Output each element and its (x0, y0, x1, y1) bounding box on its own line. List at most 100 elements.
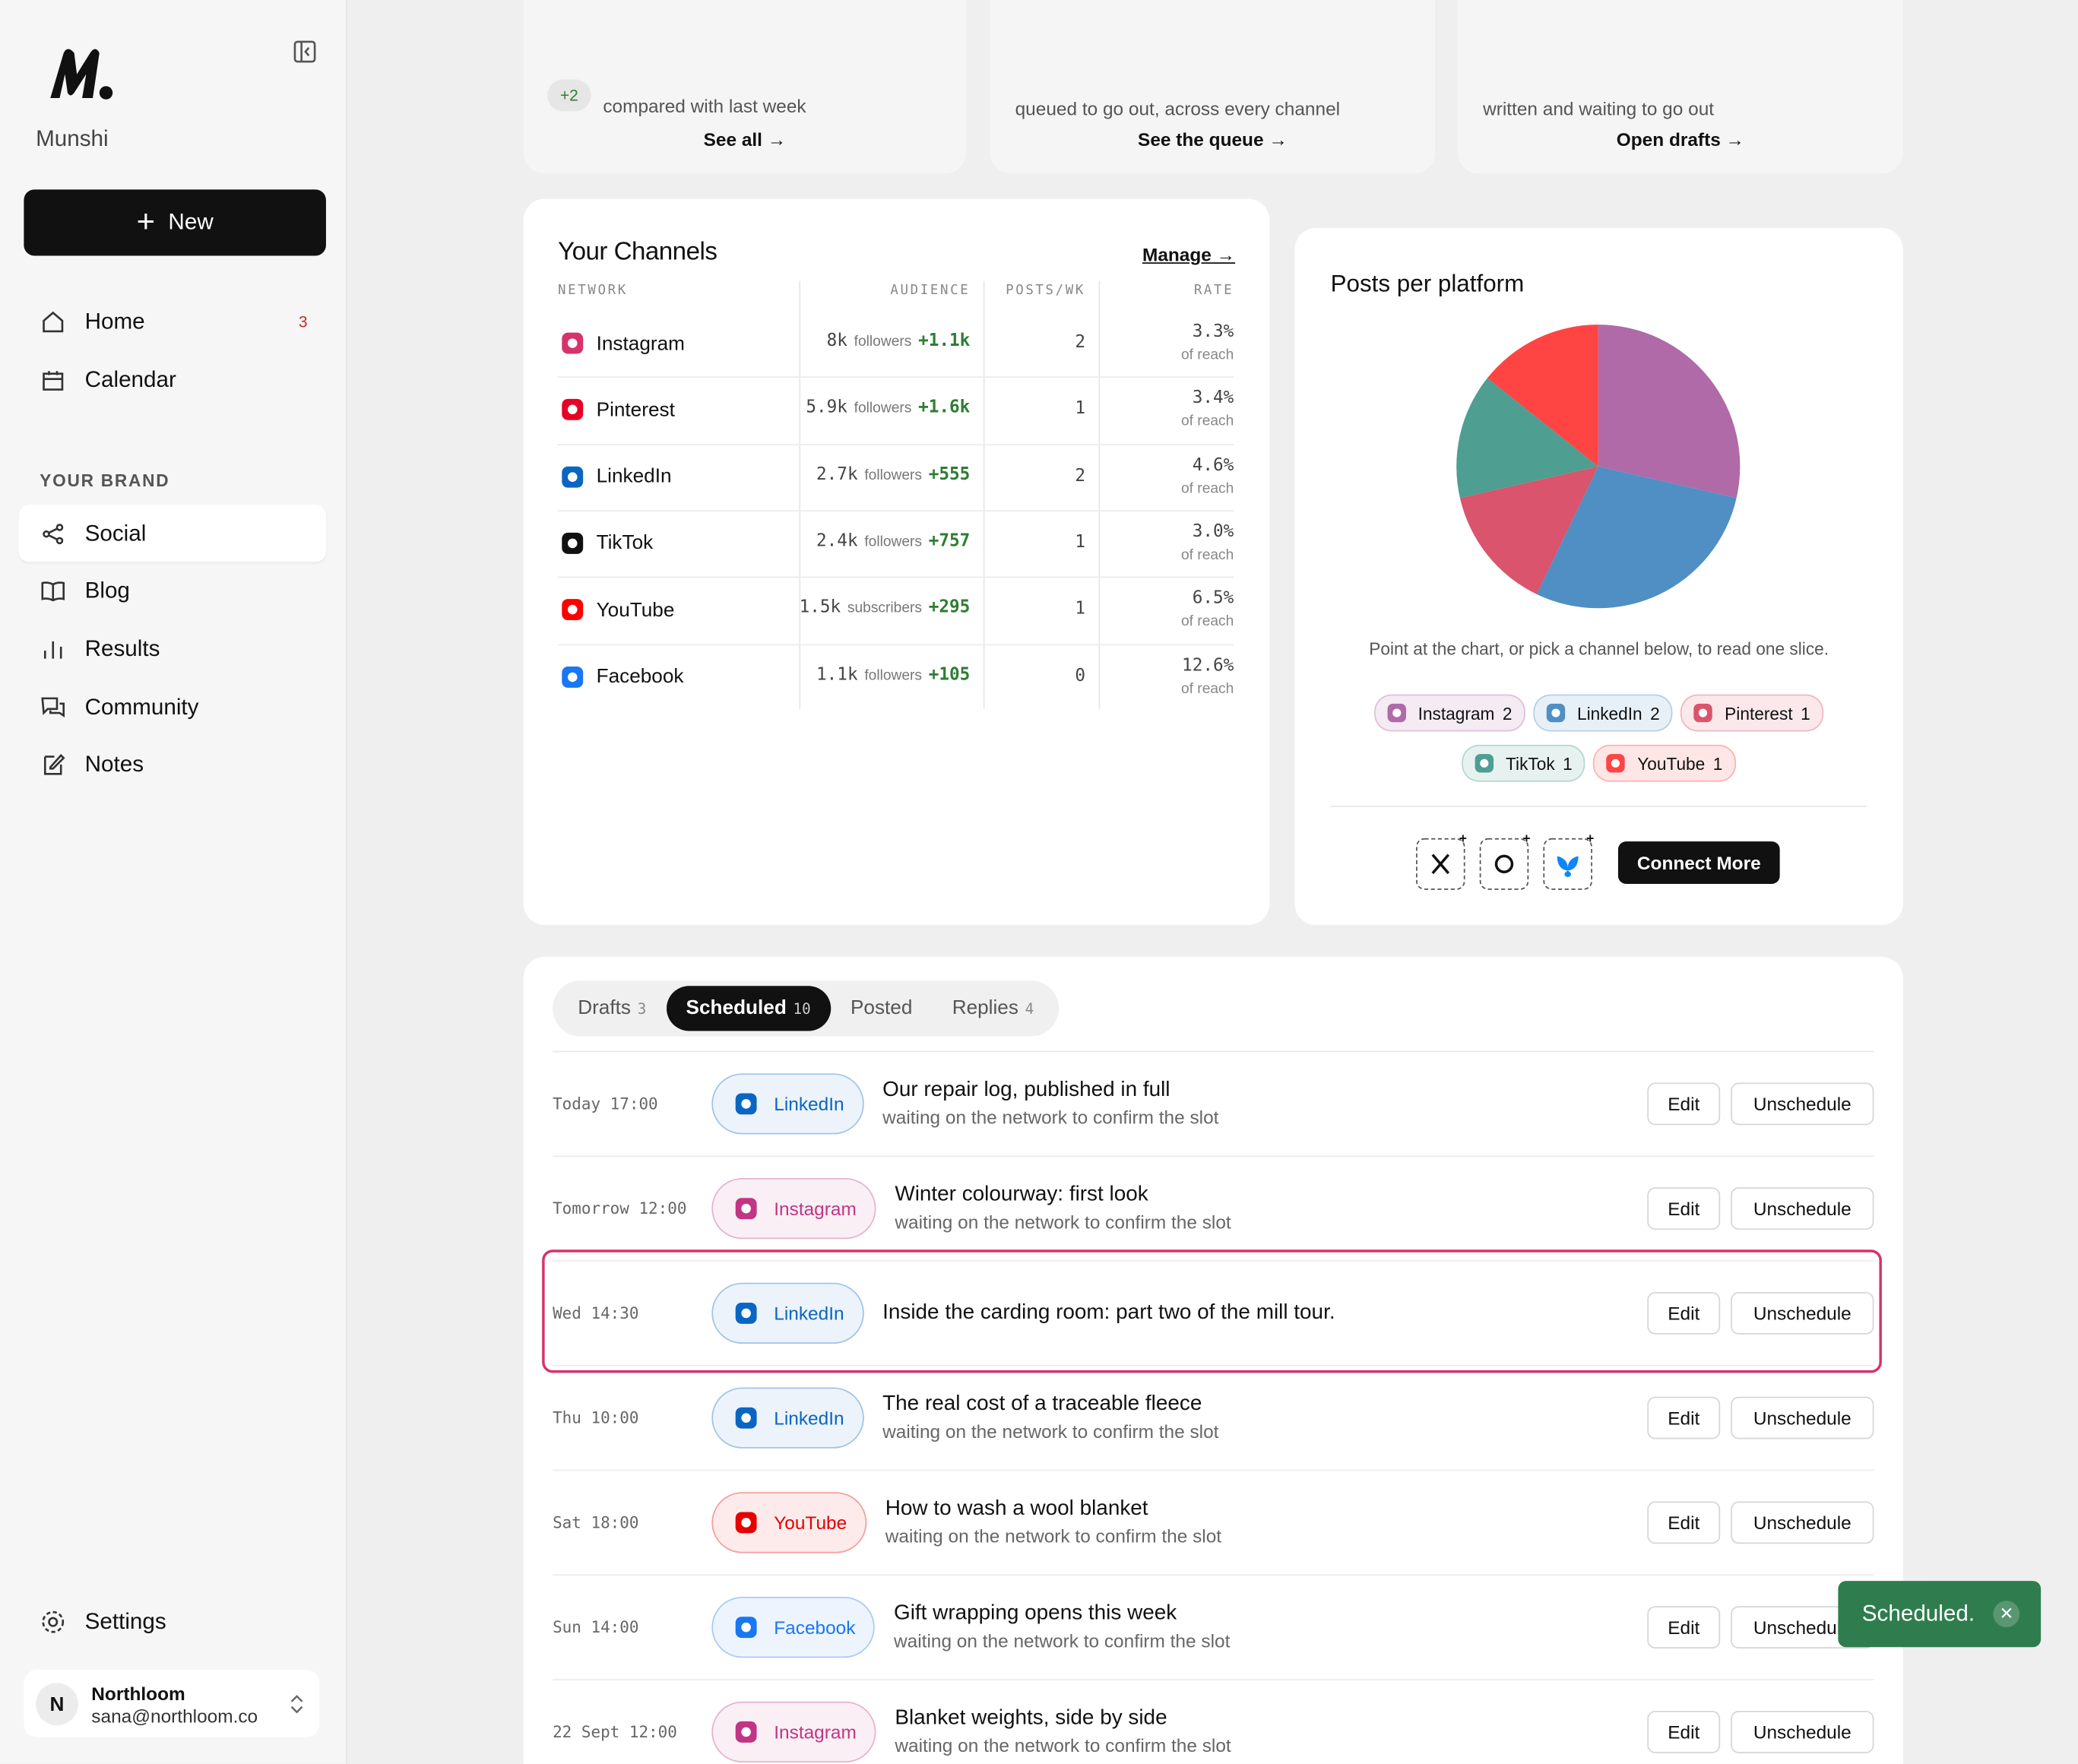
rate: 6.5% (1192, 588, 1234, 609)
toast-close[interactable]: ✕ (1993, 1601, 2020, 1628)
rate: 12.6% (1182, 655, 1234, 676)
pie-slice[interactable] (1536, 466, 1737, 609)
nav-label: Calendar (84, 366, 176, 392)
account-card[interactable]: N Northloom sana@northloom.co (24, 1669, 320, 1737)
summary-link[interactable]: See the queue → (1138, 128, 1288, 150)
legend-pill[interactable]: Instagram 2 (1374, 694, 1525, 732)
unschedule-button[interactable]: Unschedule (1731, 1291, 1874, 1334)
pie-slice[interactable] (1487, 325, 1598, 467)
nav-item[interactable]: Blog (18, 562, 326, 619)
pie-slice[interactable] (1598, 325, 1741, 499)
rate: 3.4% (1192, 388, 1234, 409)
summary-link[interactable]: See all → (703, 128, 787, 150)
tab[interactable]: Scheduled 10 (666, 986, 831, 1031)
tab-count: 3 (637, 1000, 647, 1018)
nav-item[interactable]: Results (18, 621, 326, 678)
chevron-icon (290, 1695, 303, 1714)
nav-item[interactable]: Notes (18, 736, 326, 793)
nav-label: Results (84, 635, 160, 661)
unschedule-button[interactable]: Unschedule (1731, 1186, 1874, 1230)
avatar: N (36, 1683, 78, 1726)
chart-hint: Point at the chart, or pick a channel be… (1369, 638, 1829, 659)
tab-label: Drafts (578, 996, 631, 1019)
pie-chart[interactable] (1440, 309, 1756, 624)
nav-item[interactable]: Home 3 (18, 293, 326, 350)
edit-button[interactable]: Edit (1647, 1500, 1721, 1544)
edit-button[interactable]: Edit (1647, 1082, 1721, 1125)
icon-shape (43, 523, 64, 544)
edit-button[interactable]: Edit (1647, 1710, 1721, 1753)
summary-text: queued to go out, across every channel (1015, 98, 1341, 119)
nav-item[interactable]: Calendar (18, 351, 326, 408)
pie-slice[interactable] (1456, 378, 1598, 499)
row-divider (553, 1574, 1874, 1576)
connect-button[interactable]: Connect More (1617, 841, 1780, 884)
post-text: Blanket weights, side by side waiting on … (895, 1707, 1647, 1756)
settings-link[interactable]: Settings (18, 1593, 326, 1650)
network-pill: YouTube (711, 1491, 867, 1553)
post-title: Winter colourway: first look (895, 1183, 1148, 1206)
network-icon (1387, 703, 1406, 723)
toast-text: Scheduled. (1861, 1601, 1975, 1626)
new-button[interactable]: + New (24, 189, 326, 256)
unschedule-button[interactable]: Unschedule (1731, 1395, 1874, 1439)
scheduled-time: Thu 10:00 (553, 1408, 639, 1427)
manage-link[interactable]: Manage → (1142, 243, 1236, 265)
network-icon (562, 399, 584, 421)
network-icon (562, 666, 584, 688)
nav-item[interactable]: Community (18, 679, 326, 736)
network-icon (562, 599, 584, 621)
nav-icon (41, 696, 65, 717)
legend-pill[interactable]: LinkedIn 2 (1533, 694, 1674, 732)
edit-button[interactable]: Edit (1647, 1605, 1721, 1648)
rate-note: of reach (1180, 613, 1234, 630)
edit-button[interactable]: Edit (1647, 1291, 1721, 1334)
icon-shape (43, 641, 62, 659)
growth: +1.1k (918, 331, 971, 352)
row-divider (558, 510, 1234, 511)
tab[interactable]: Replies 4 (933, 986, 1054, 1031)
post-title: Inside the carding room: part two of the… (882, 1300, 1335, 1323)
unschedule-button[interactable]: Unschedule (1731, 1082, 1874, 1125)
pie-slice[interactable] (1459, 466, 1598, 594)
network-pill: Instagram (711, 1177, 876, 1239)
icon-dot (567, 338, 578, 348)
tab-label: Replies (952, 996, 1018, 1019)
network-cell: LinkedIn (561, 462, 672, 491)
connect-icons[interactable]: + + + (1414, 834, 1599, 893)
new-label: New (168, 209, 214, 235)
unschedule-button[interactable]: Unschedule (1731, 1500, 1874, 1544)
network-cell: YouTube (561, 595, 674, 624)
audience-unit: subscribers (847, 600, 923, 617)
tab[interactable]: Posted (831, 986, 933, 1031)
network-pill: LinkedIn (711, 1072, 864, 1134)
audience: 5.9k (806, 397, 847, 418)
unschedule-button[interactable]: Unschedule (1731, 1710, 1874, 1753)
growth: +295 (928, 597, 971, 618)
collapse-icon[interactable] (293, 40, 316, 63)
legend-count: 1 (1563, 753, 1573, 774)
network-label: Instagram (774, 1197, 857, 1219)
icon-shape (43, 310, 64, 332)
post-status: waiting on the network to confirm the sl… (885, 1525, 1222, 1547)
legend-pill[interactable]: Pinterest 1 (1680, 694, 1824, 732)
column-header: POSTS/WK (1006, 283, 1086, 299)
queue-row: Tomorrow 12:00 Instagram Winter colourway:… (553, 1155, 1874, 1260)
column-divider (1098, 280, 1101, 709)
post-title: Our repair log, published in full (882, 1078, 1170, 1101)
legend-pill[interactable]: TikTok 1 (1462, 744, 1586, 782)
network-cell: Pinterest (561, 395, 675, 424)
icon-dot (741, 1726, 751, 1737)
summary-link[interactable]: Open drafts → (1616, 128, 1744, 150)
edit-button[interactable]: Edit (1647, 1186, 1721, 1230)
network-label: Facebook (774, 1616, 856, 1638)
edit-button[interactable]: Edit (1647, 1395, 1721, 1439)
toast: Scheduled. ✕ (1838, 1581, 2042, 1648)
queue-row: Today 17:00 LinkedIn Our repair log, publi… (553, 1051, 1874, 1156)
queue-card: Drafts 3 Scheduled 10 Posted Replies 4 Today 1… (523, 956, 1903, 1764)
nav-item[interactable]: Social (18, 505, 326, 562)
nav-label: Notes (84, 752, 144, 777)
legend-pill[interactable]: YouTube 1 (1593, 744, 1736, 782)
icon-dot (1699, 708, 1708, 717)
tab[interactable]: Drafts 3 (558, 986, 666, 1031)
